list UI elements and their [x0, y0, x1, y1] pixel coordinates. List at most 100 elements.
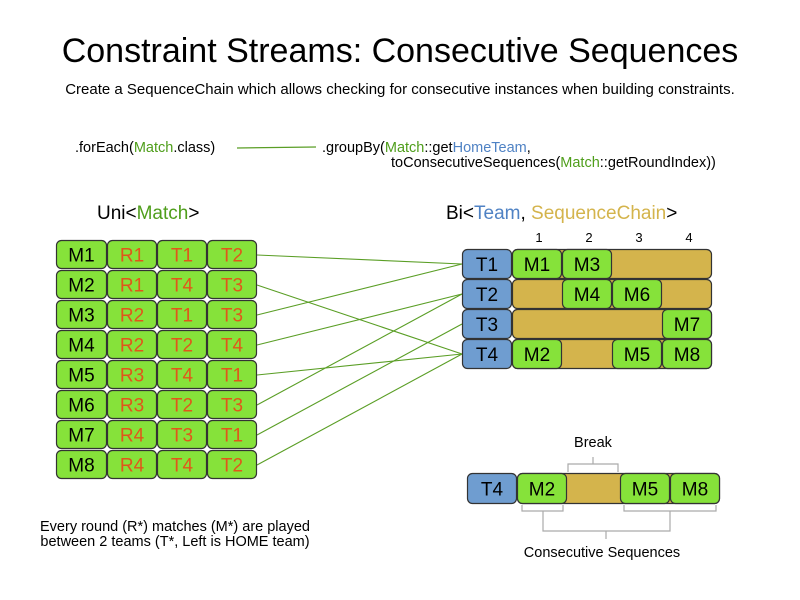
match-cell-id: [55, 449, 108, 480]
match-cell-id-label: M8: [68, 456, 94, 477]
mapping-line: [256, 353, 463, 466]
match-row: M8 R4 T4 T2: [55, 449, 258, 480]
match-row: M4 R2 T2 T4: [55, 329, 258, 360]
team-row: T4 M2 M5 M8: [461, 338, 713, 370]
match-cell-home-label: T1: [171, 246, 193, 267]
chain-match-cell-label: M6: [624, 285, 650, 306]
match-cell-home: [156, 269, 208, 300]
match-cell-away-label: T2: [221, 456, 243, 477]
example-team-cell-label: T4: [481, 480, 504, 501]
round-header: 4: [685, 230, 692, 245]
chain-match-cell-label: M5: [624, 345, 650, 366]
sequence-brackets: [521, 505, 717, 512]
match-cell-home: [156, 239, 208, 270]
mapping-line: [256, 263, 463, 316]
match-cell-round-label: R4: [120, 456, 145, 477]
match-row: M3 R2 T1 T3: [55, 299, 258, 330]
match-cell-away-label: T2: [221, 246, 243, 267]
consecutive-sequences-bracket: [542, 511, 671, 539]
match-cell-home-label: T2: [171, 396, 193, 417]
team-cell: [461, 248, 513, 280]
match-cell-id-label: M4: [68, 336, 95, 357]
footnote-line2: between 2 teams (T*, Left is HOME team): [40, 534, 309, 550]
match-cell-home-label: T2: [171, 336, 193, 357]
match-cell-away-label: T4: [221, 336, 244, 357]
example-match-cell: [619, 472, 671, 505]
match-cell-id: [55, 419, 108, 450]
match-cell-id-label: M7: [68, 426, 94, 447]
match-row: M7 R4 T3 T1: [55, 419, 258, 450]
match-cell-away-label: T1: [221, 426, 243, 447]
round-header: 1: [535, 230, 542, 245]
team-cell-label: T4: [476, 345, 499, 366]
mapping-line: [256, 353, 463, 376]
team-row: T1 M1 M3: [461, 248, 713, 280]
round-header: 3: [635, 230, 642, 245]
chain-match-cell: [661, 338, 713, 370]
team-cell: [461, 308, 513, 340]
match-cell-away-label: T3: [221, 306, 243, 327]
match-cell-home-label: T4: [171, 276, 194, 297]
match-cell-away-label: T3: [221, 276, 243, 297]
example-match-cell-label: M5: [632, 480, 658, 501]
match-cell-home: [156, 359, 208, 390]
break-label: Break: [574, 435, 613, 451]
match-cell-home-label: T3: [171, 426, 193, 447]
code-groupby-line2: toConsecutiveSequences(Match::getRoundIn…: [391, 155, 716, 171]
match-cell-home: [156, 389, 208, 420]
match-cell-round-label: R1: [120, 276, 144, 297]
match-cell-round-label: R2: [120, 306, 144, 327]
chain-match-cell: [511, 338, 563, 370]
example-match-cell-label: M8: [682, 480, 708, 501]
match-cell-away-label: T3: [221, 396, 243, 417]
match-cell-away: [206, 299, 258, 330]
mapping-line: [256, 293, 463, 346]
chain-match-cell-label: M8: [674, 345, 700, 366]
chain-match-cell-label: M7: [674, 315, 700, 336]
code-foreach: .forEach(Match.class): [75, 140, 215, 156]
match-cell-round-label: R3: [120, 396, 144, 417]
match-cell-id: [55, 239, 108, 270]
match-cell-id: [55, 359, 108, 390]
mapping-line: [256, 254, 463, 265]
team-cell: [461, 338, 513, 370]
chain-match-cell-label: M2: [524, 345, 550, 366]
match-cell-away: [206, 389, 258, 420]
chain-match-cell-label: M4: [574, 285, 601, 306]
match-cell-round-label: R1: [120, 246, 144, 267]
match-row: M5 R3 T4 T1: [55, 359, 258, 390]
match-row: M6 R3 T2 T3: [55, 389, 258, 420]
match-cell-home-label: T4: [171, 456, 194, 477]
match-cell-away-label: T1: [221, 366, 243, 387]
match-cell-round-label: R3: [120, 366, 144, 387]
match-cell-away: [206, 419, 258, 450]
team-cell-label: T2: [476, 285, 498, 306]
chain-match-cell-label: M1: [524, 255, 550, 276]
team-sequence-table: 1 2 3 4 T1 M1 M3 T2 M4 M6 T3 M7 T4 M2 M5 M8: [461, 230, 713, 370]
example-match-cell: [516, 472, 568, 505]
round-header: 2: [585, 230, 592, 245]
break-bracket: [567, 457, 619, 472]
match-cell-round: [106, 389, 158, 420]
match-cell-id: [55, 389, 108, 420]
code-connector-line: [236, 146, 317, 149]
page-title: Constraint Streams: Consecutive Sequence…: [62, 32, 739, 70]
match-cell-home: [156, 449, 208, 480]
match-table: M1 R1 T1 T2 M2 R1 T4 T3 M3 R2 T1 T3 M4 R2 T2 T4 M5 R3 T4 T1…: [55, 239, 258, 480]
consecutive-sequences-label: Consecutive Sequences: [524, 545, 680, 561]
example-team-cell: [466, 472, 518, 505]
match-cell-id-label: M3: [68, 306, 94, 327]
match-cell-id-label: M6: [68, 396, 94, 417]
chain-match-cell-label: M3: [574, 255, 600, 276]
mapping-line: [256, 323, 463, 436]
match-cell-round-label: R2: [120, 336, 144, 357]
match-cell-round: [106, 269, 158, 300]
match-cell-id-label: M1: [68, 246, 94, 267]
team-row: T2 M4 M6: [461, 278, 713, 310]
match-cell-id: [55, 329, 108, 360]
chain-match-cell: [611, 278, 663, 310]
match-cell-home-label: T4: [171, 366, 194, 387]
bi-stream-label: Bi<Team, SequenceChain>: [446, 203, 677, 224]
mapping-line: [256, 293, 463, 406]
